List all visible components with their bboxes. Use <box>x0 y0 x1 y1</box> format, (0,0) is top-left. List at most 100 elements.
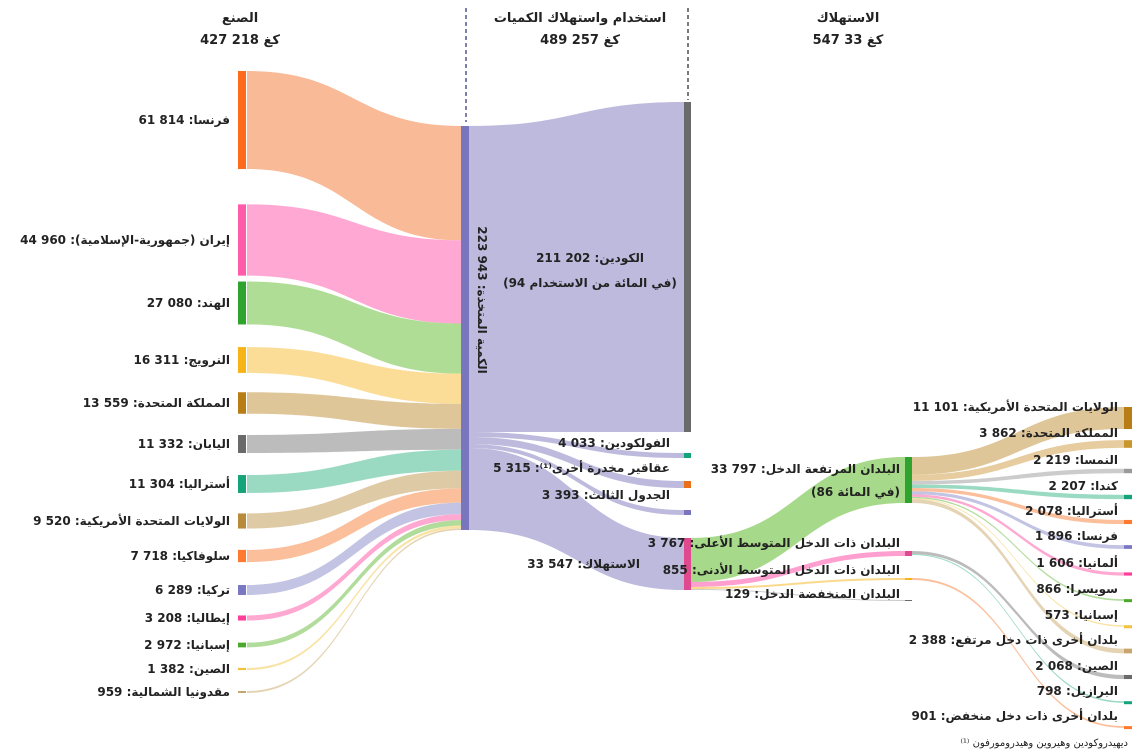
manufacture-label-7: الولايات المتحدة الأمريكية: 520 9 <box>33 513 230 529</box>
country-node-4 <box>1124 519 1132 525</box>
flow-manufacture-7 <box>247 470 461 529</box>
group-node-lower-middle <box>905 578 912 580</box>
country-label-9: بلدان أخرى ذات دخل مرتفع: 388 2 <box>909 632 1118 647</box>
flow-group-high <box>691 457 905 582</box>
header-use-amount: 489 257 كغ <box>540 33 620 48</box>
country-label-10: الصين: 068 2 <box>1035 659 1118 673</box>
country-node-7 <box>1124 599 1132 603</box>
use-label-codeine: الكودين: 202 211 <box>536 251 644 266</box>
flow-country-0 <box>912 407 1124 475</box>
manufacture-label-13: مقدونيا الشمالية: 959 <box>97 685 230 700</box>
country-label-8: إسبانيا: 573 <box>1045 608 1118 622</box>
manufacture-label-11: إسبانيا: 972 2 <box>144 638 230 652</box>
group-label-low: البلدان المنخفضة الدخل: 129 <box>725 587 900 601</box>
flow-country-8 <box>912 498 1124 627</box>
country-label-2: النمسا: 219 2 <box>1033 453 1118 467</box>
country-label-7: سويسرا: 866 <box>1036 582 1118 597</box>
use-sub-codeine: (94 في المائة من الاستخدام) <box>503 276 677 291</box>
manufacture-label-2: الهند: 080 27 <box>147 296 230 310</box>
use-label-other-drugs: عقاقير مخدرة أخرى⁽¹⁾: 315 5 <box>493 460 670 475</box>
flow-manufacture-13 <box>247 528 461 693</box>
flow-manufacture-10 <box>247 514 461 621</box>
manufacture-label-12: الصين: 382 1 <box>147 662 230 676</box>
footnote: ⁽¹⁾ ديهيدروكودين وهيروين وهيدرومورفون <box>960 738 1128 749</box>
flow-manufacture-9 <box>247 502 461 595</box>
flow-country-10 <box>912 551 1124 680</box>
country-node-3 <box>1124 494 1132 500</box>
manufacture-label-6: أستراليا: 304 11 <box>129 476 230 491</box>
flow-use-2 <box>469 437 684 488</box>
use-node-other-drugs <box>684 481 691 488</box>
manufacture-node-3 <box>238 347 246 373</box>
manufacture-label-4: المملكة المتحدة: 559 13 <box>83 396 230 410</box>
group-node-high <box>905 457 912 503</box>
country-node-6 <box>1124 572 1132 576</box>
country-label-12: بلدان أخرى ذات دخل منخفض: 901 <box>912 708 1119 723</box>
flow-use-3 <box>469 444 684 515</box>
total-bar <box>461 126 469 530</box>
manufacture-node-7 <box>238 513 246 529</box>
flow-country-4 <box>912 487 1124 525</box>
manufacture-node-10 <box>238 615 246 621</box>
country-node-10 <box>1124 674 1132 680</box>
flow-manufacture-1 <box>247 204 461 324</box>
manufacture-node-11 <box>238 642 246 648</box>
flow-country-6 <box>912 494 1124 576</box>
manufacture-label-8: سلوفاكيا: 718 7 <box>130 549 230 564</box>
use-label-pholcodine: الفولكودين: 033 4 <box>558 436 670 451</box>
flow-country-12 <box>912 578 1124 728</box>
flow-group-low <box>691 589 905 601</box>
manufacture-label-5: اليابان: 332 11 <box>138 437 230 451</box>
manufacture-label-0: فرنسا: 814 61 <box>139 113 230 127</box>
manufacture-node-13 <box>238 691 246 693</box>
manufacture-label-1: إيران (جمهورية-الإسلامية): 960 44 <box>20 233 230 248</box>
header-manufacture-amount: 427 218 كغ <box>200 33 280 48</box>
group-node-low <box>905 600 912 601</box>
flow-use-0 <box>469 102 684 432</box>
country-node-0 <box>1124 407 1132 429</box>
country-label-4: أستراليا: 078 2 <box>1025 503 1118 518</box>
flow-manufacture-2 <box>247 281 461 374</box>
country-node-8 <box>1124 625 1132 629</box>
manufacture-label-10: إيطاليا: 208 3 <box>145 611 230 625</box>
flow-manufacture-5 <box>247 428 461 453</box>
flow-country-5 <box>912 491 1124 549</box>
flow-country-3 <box>912 484 1124 500</box>
header-manufacture-title: الصنع <box>222 11 258 26</box>
flow-country-11 <box>912 554 1124 703</box>
country-node-12 <box>1124 726 1132 730</box>
manufacture-node-8 <box>238 549 246 563</box>
manufacture-node-5 <box>238 435 246 453</box>
country-label-3: كندا: 207 2 <box>1048 479 1118 493</box>
flow-country-7 <box>912 496 1124 601</box>
use-node-codeine <box>684 102 691 432</box>
flow-group-lower-middle <box>691 578 905 589</box>
flow-manufacture-4 <box>247 392 461 429</box>
group-node-upper-middle <box>905 551 912 556</box>
group-label-lower-middle: البلدان ذات الدخل المتوسط الأدنى: 855 <box>663 562 900 578</box>
country-label-11: البرازيل: 798 <box>1037 684 1118 698</box>
group-label-upper-middle: البلدان ذات الدخل المتوسط الأعلى: 767 3 <box>648 535 900 551</box>
country-node-11 <box>1124 701 1132 705</box>
header-consumption-amount: 547 33 كغ <box>813 33 884 48</box>
flow-country-2 <box>912 468 1124 485</box>
group-sub-high: (86 في المائة) <box>811 485 900 499</box>
flow-manufacture-3 <box>247 347 461 404</box>
manufacture-label-3: النرويج: 311 16 <box>133 353 230 368</box>
country-node-2 <box>1124 468 1132 474</box>
header-use-title: استخدام واستهلاك الكميات <box>494 11 666 26</box>
manufacture-node-1 <box>238 204 246 276</box>
use-label-consumption: الاستهلاك: 547 33 <box>527 557 640 571</box>
use-label-schedule3: الجدول الثالث: 393 3 <box>542 488 670 503</box>
country-label-1: المملكة المتحدة: 862 3 <box>979 426 1118 440</box>
total-label: الكمية المتخذة: 943 223 <box>475 226 489 374</box>
use-node-pholcodine <box>684 453 691 458</box>
manufacture-node-6 <box>238 475 246 493</box>
manufacture-node-12 <box>238 667 246 671</box>
manufacture-label-9: تركيا: 289 6 <box>155 583 230 597</box>
group-label-high: البلدان المرتفعة الدخل: 797 33 <box>711 462 900 476</box>
flow-manufacture-12 <box>247 525 461 671</box>
flow-manufacture-8 <box>247 488 461 563</box>
